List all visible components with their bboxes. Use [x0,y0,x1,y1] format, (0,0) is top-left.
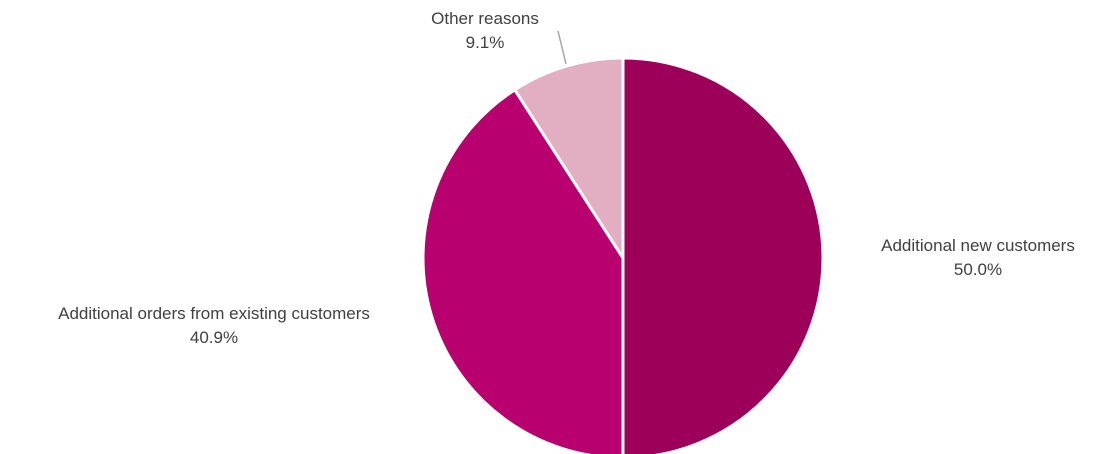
label-additional-new-customers: Additional new customers 50.0% [881,234,1075,282]
slice-label-value: 50.0% [953,260,1003,279]
label-other-reasons: Other reasons 9.1% [431,7,539,55]
other-reasons-leader-line [557,30,567,65]
pie-slice-additional-new-customers [621,56,825,454]
pie-slice-other-reasons [513,56,625,260]
slice-label-value: 40.9% [189,328,239,347]
pie-slices [421,56,825,454]
slice-label-name: Additional new customers [881,236,1075,255]
slice-label-name: Other reasons [431,9,539,28]
slice-label-value: 9.1% [465,33,505,52]
slice-label-name: Additional orders from existing customer… [58,304,370,323]
label-additional-orders-existing-customers: Additional orders from existing customer… [58,302,370,350]
